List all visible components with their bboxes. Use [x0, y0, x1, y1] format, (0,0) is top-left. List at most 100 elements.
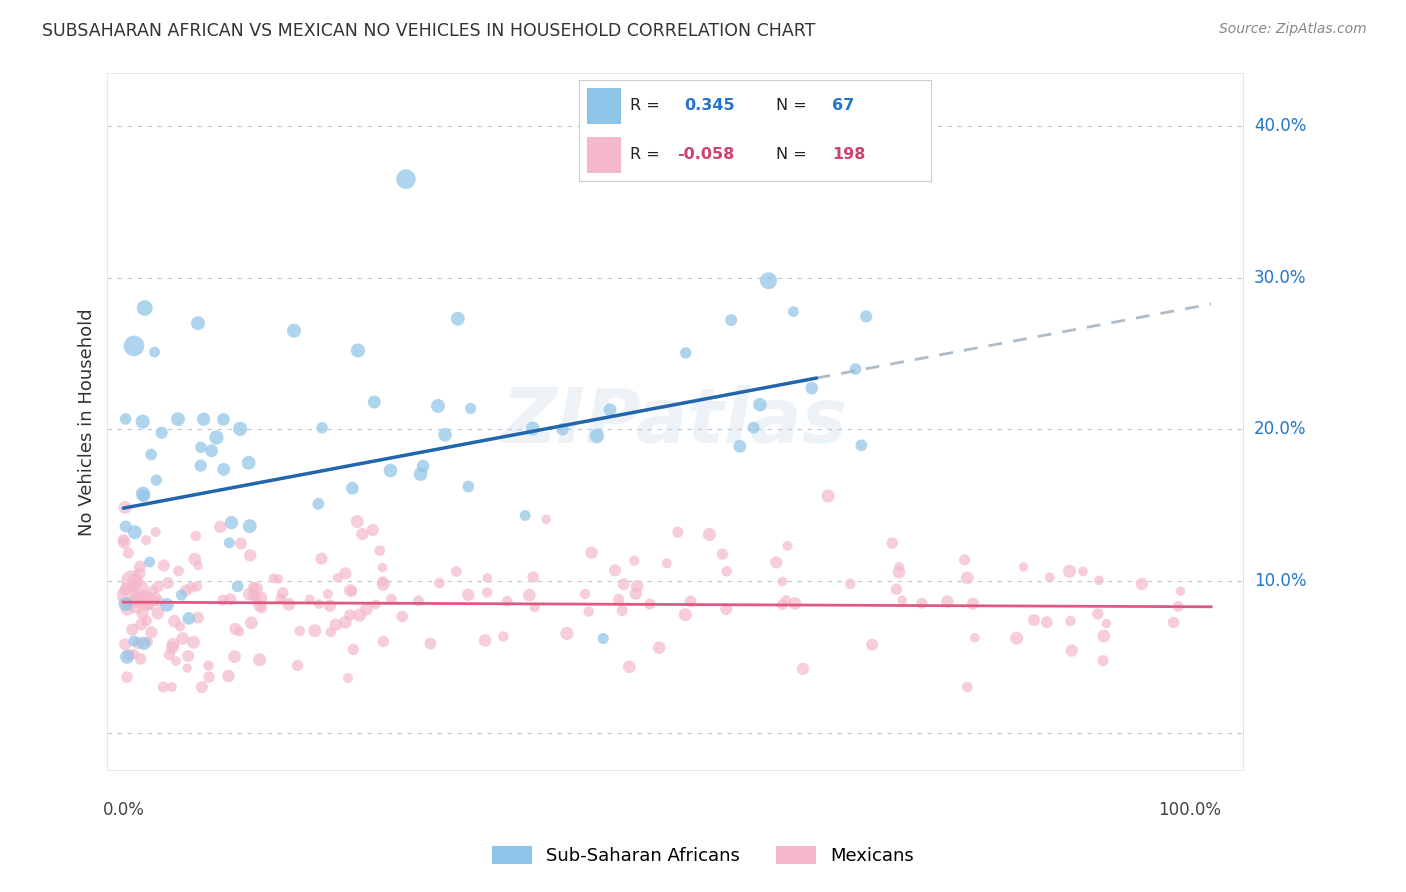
Point — [574, 587, 596, 601]
Point — [460, 401, 482, 416]
Point — [128, 595, 150, 609]
Point — [283, 324, 305, 338]
Point — [742, 420, 765, 434]
Point — [238, 456, 260, 470]
Point — [141, 625, 163, 640]
Point — [347, 343, 370, 358]
Point — [361, 523, 384, 537]
Point — [267, 572, 290, 586]
Point — [128, 566, 150, 581]
Point — [427, 399, 450, 413]
Point — [163, 614, 186, 628]
Point — [1060, 643, 1083, 657]
Point — [679, 594, 702, 608]
Point — [335, 566, 357, 581]
Point — [956, 680, 979, 694]
Point — [122, 574, 145, 589]
Point — [177, 611, 200, 625]
Point — [145, 524, 167, 539]
Point — [121, 623, 143, 637]
Point — [145, 590, 167, 604]
Point — [1036, 615, 1059, 630]
Point — [716, 564, 738, 578]
Point — [1022, 613, 1045, 627]
Point — [197, 658, 219, 673]
Point — [342, 642, 364, 657]
Point — [176, 661, 198, 675]
Point — [1170, 584, 1192, 599]
Point — [198, 670, 221, 684]
Point — [728, 439, 751, 453]
Point — [307, 497, 329, 511]
Point — [250, 591, 273, 605]
Point — [200, 443, 222, 458]
Point — [224, 622, 246, 636]
Point — [135, 614, 157, 628]
Text: 10.0%: 10.0% — [1254, 572, 1306, 590]
Point — [408, 593, 430, 607]
Point — [346, 515, 368, 529]
Y-axis label: No Vehicles in Household: No Vehicles in Household — [79, 308, 96, 535]
Point — [157, 648, 180, 662]
Point — [180, 581, 202, 595]
Point — [555, 626, 578, 640]
Point — [1092, 629, 1115, 643]
Point — [581, 546, 603, 560]
Point — [114, 583, 136, 598]
Point — [187, 316, 209, 330]
Point — [167, 412, 190, 426]
Point — [152, 558, 174, 573]
Point — [112, 535, 135, 549]
Point — [250, 601, 273, 615]
Point — [356, 602, 378, 616]
Point — [1092, 654, 1115, 668]
Point — [124, 525, 146, 540]
Point — [308, 597, 330, 611]
Point — [129, 652, 152, 666]
Point — [839, 577, 862, 591]
Point — [429, 576, 451, 591]
Point — [167, 564, 190, 578]
Point — [711, 547, 734, 561]
Point — [758, 274, 780, 288]
Point — [666, 525, 689, 540]
Point — [492, 630, 515, 644]
Point — [551, 422, 574, 436]
Legend: Sub-Saharan Africans, Mexicans: Sub-Saharan Africans, Mexicans — [485, 838, 921, 872]
Point — [1167, 599, 1189, 614]
Point — [599, 402, 621, 417]
Point — [150, 425, 173, 440]
Point — [191, 680, 214, 694]
Point — [184, 552, 207, 566]
Point — [156, 598, 179, 612]
Point — [174, 583, 197, 598]
Point — [962, 597, 984, 611]
Point — [122, 339, 145, 353]
Point — [229, 536, 252, 550]
Point — [249, 653, 271, 667]
Point — [229, 422, 252, 436]
Point — [249, 599, 271, 613]
Point — [242, 580, 264, 594]
Point — [162, 637, 184, 651]
Point — [270, 591, 292, 606]
Point — [226, 579, 249, 593]
Point — [446, 565, 468, 579]
Point — [963, 631, 986, 645]
Point — [936, 594, 959, 608]
Point — [349, 608, 371, 623]
Point — [911, 596, 934, 610]
Point — [114, 500, 136, 515]
Point — [132, 489, 155, 503]
Text: 20.0%: 20.0% — [1254, 420, 1306, 438]
Point — [626, 579, 648, 593]
Point — [782, 304, 804, 318]
Point — [1087, 607, 1109, 621]
Point — [187, 610, 209, 624]
Point — [165, 654, 187, 668]
Point — [117, 546, 139, 560]
Point — [373, 577, 395, 591]
Point — [160, 680, 183, 694]
Point — [395, 172, 418, 186]
Point — [122, 647, 145, 661]
